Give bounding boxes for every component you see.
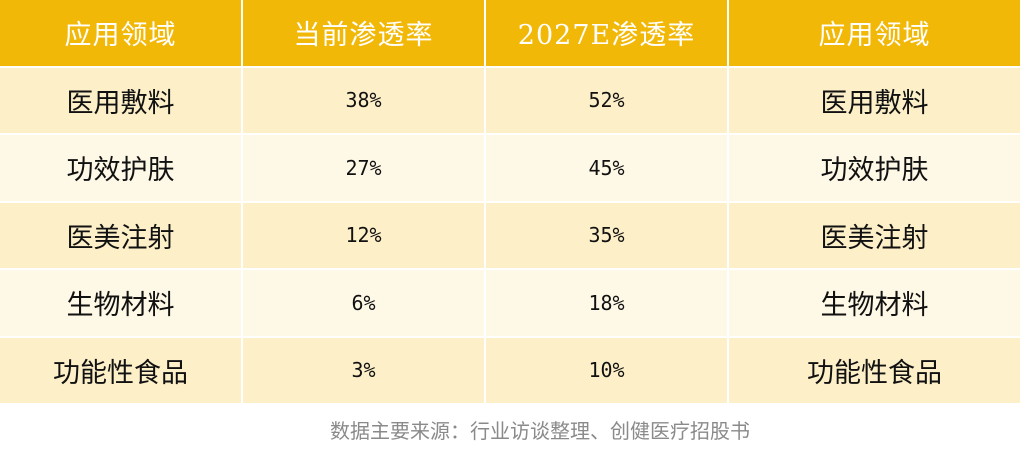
penetration-table: 应用领域 当前渗透率 2027E渗透率 应用领域 医用敷料 38% 52% 医用…: [0, 0, 1020, 405]
table-cell-domain: 医美注射: [0, 202, 243, 270]
source-note: 数据主要来源：行业访谈整理、创健医疗招股书: [330, 419, 750, 443]
table-cell-domain-repeat: 医美注射: [729, 202, 1020, 270]
table-cell-domain: 生物材料: [0, 270, 243, 338]
table-cell-2027e: 18%: [486, 270, 729, 338]
header-current-penetration: 当前渗透率: [243, 0, 486, 68]
table-cell-domain: 医用敷料: [0, 67, 243, 135]
table-cell-domain: 功能性食品: [0, 337, 243, 405]
table-cell-domain-repeat: 医用敷料: [729, 67, 1020, 135]
table-cell-2027e: 35%: [486, 202, 729, 270]
table-cell-current: 6%: [243, 270, 486, 338]
header-domain: 应用领域: [0, 0, 243, 68]
table-cell-domain: 功效护肤: [0, 135, 243, 203]
table-cell-current: 38%: [243, 67, 486, 135]
table-cell-2027e: 52%: [486, 67, 729, 135]
table-cell-domain-repeat: 功能性食品: [729, 337, 1020, 405]
table-cell-current: 12%: [243, 202, 486, 270]
table-cell-domain-repeat: 生物材料: [729, 270, 1020, 338]
table-cell-domain-repeat: 功效护肤: [729, 135, 1020, 203]
header-domain-repeat: 应用领域: [729, 0, 1020, 68]
table-cell-2027e: 45%: [486, 135, 729, 203]
table-cell-2027e: 10%: [486, 337, 729, 405]
header-2027e-penetration: 2027E渗透率: [486, 0, 729, 68]
table-cell-current: 27%: [243, 135, 486, 203]
table-cell-current: 3%: [243, 337, 486, 405]
